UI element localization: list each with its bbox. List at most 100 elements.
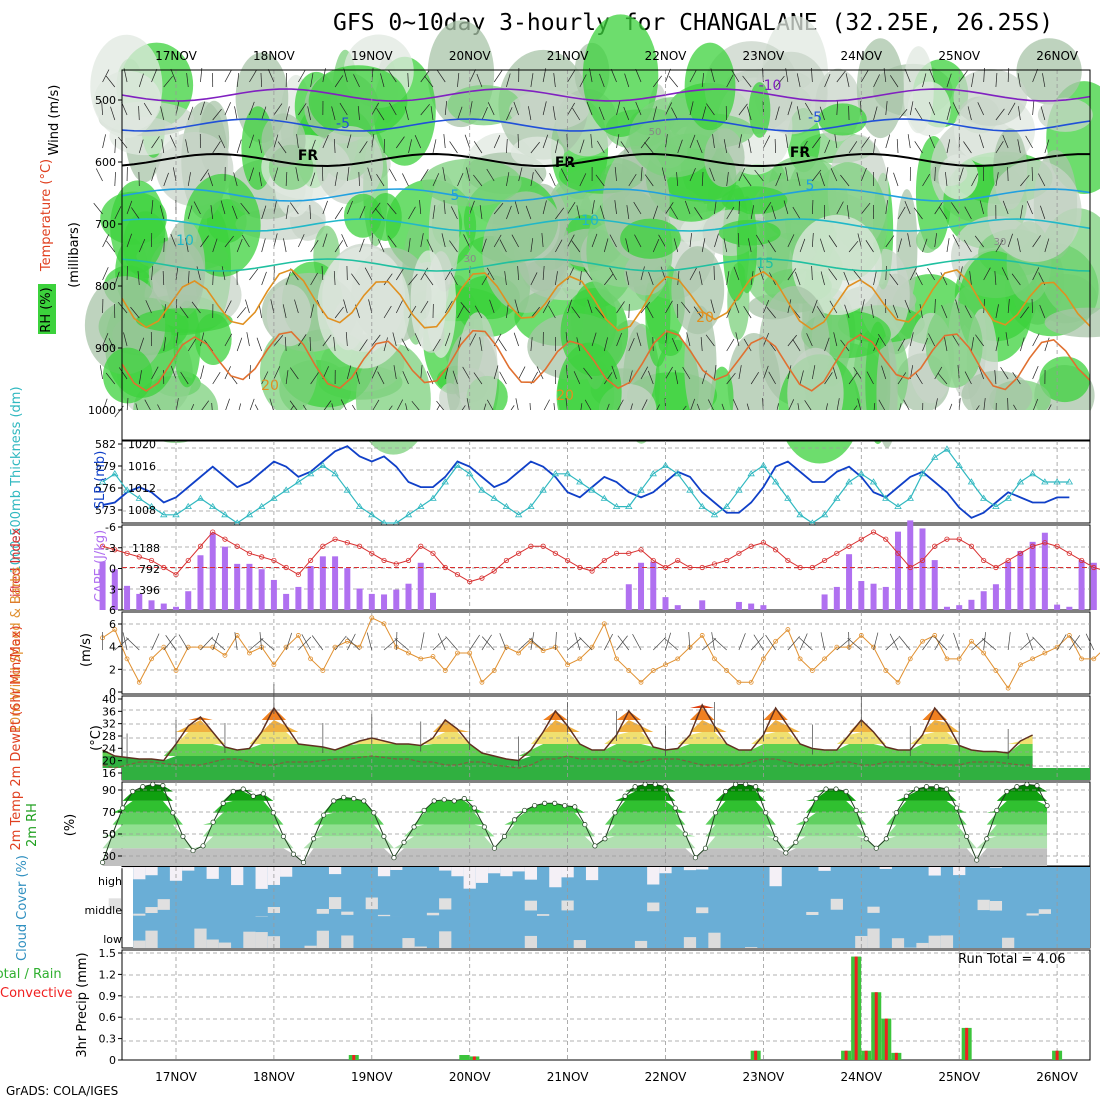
wind-barb <box>893 172 899 187</box>
thickness-point <box>196 494 205 501</box>
rh-point <box>280 833 286 839</box>
rh-point <box>401 839 407 845</box>
wind-barb <box>626 205 630 220</box>
wind-speed-point <box>540 648 546 654</box>
wind-barb-10m <box>873 632 879 651</box>
cape-bar <box>429 592 436 610</box>
wind-barb-10m <box>234 632 238 651</box>
isotherm-line <box>121 258 1091 272</box>
wind-barb-10m <box>383 637 398 651</box>
wind-barb <box>866 371 874 385</box>
rh-tick: 70 <box>102 806 116 819</box>
rh-point <box>290 851 297 857</box>
wind-speed-point <box>455 650 460 656</box>
rh-point <box>833 786 839 792</box>
wind-barb <box>1001 267 1009 281</box>
wind-barb <box>371 366 378 380</box>
rh-shade <box>938 154 979 200</box>
wind-barb <box>640 399 648 413</box>
wind-barb <box>836 201 844 215</box>
wind-barb-10m <box>165 635 177 651</box>
wind-barb <box>771 205 776 220</box>
wind-barb <box>1007 102 1016 116</box>
rh-point <box>702 845 708 851</box>
li-point <box>638 547 644 553</box>
wind-barb <box>616 332 623 347</box>
wind-barb <box>742 75 752 88</box>
thickness-point <box>98 478 107 485</box>
wind-barb <box>387 202 397 215</box>
wind-barb <box>763 202 772 215</box>
wind-barb <box>180 372 189 385</box>
wind-barb <box>420 365 423 380</box>
wind-barb <box>310 139 316 154</box>
wind-barb <box>604 372 613 385</box>
wind-barb <box>726 271 730 286</box>
cape-bar <box>858 581 865 610</box>
wind-barb <box>746 106 752 121</box>
li-left-tick: 0 <box>109 563 116 576</box>
wind-barb <box>493 234 502 248</box>
wind-speed-point <box>809 668 815 673</box>
wind-barb <box>307 106 311 121</box>
wind-barb <box>824 139 831 154</box>
rh-point <box>491 845 497 851</box>
wind-barb <box>408 273 418 286</box>
thickness-ylabel: 1000-500mb Thickness (dm) <box>9 386 24 573</box>
wind-barb <box>138 106 140 121</box>
cape-bar <box>1005 561 1012 610</box>
wind-barb <box>346 167 350 182</box>
thickness-point <box>906 494 914 501</box>
wind-barb <box>175 101 180 116</box>
wind-speed-point <box>797 656 803 662</box>
wind-barb <box>376 108 385 121</box>
thickness-point <box>123 486 131 493</box>
wind-barb <box>1044 337 1050 352</box>
rh-band <box>102 812 1048 825</box>
wind-barb <box>249 69 257 83</box>
wind-barb <box>584 399 593 413</box>
cloud-high-block <box>377 867 391 877</box>
wind-barb <box>799 238 806 253</box>
li-point <box>773 547 779 553</box>
wind-barb <box>273 334 284 347</box>
wind-barb <box>830 168 838 182</box>
wind-speed-point <box>589 644 595 650</box>
thickness-point <box>686 486 694 493</box>
rh-point <box>944 786 950 792</box>
wind-barb <box>567 299 573 314</box>
wind-barb <box>787 268 797 281</box>
li-point <box>295 571 301 578</box>
thickness-point <box>539 486 547 493</box>
wind-barb <box>309 205 311 220</box>
wind-barb <box>351 273 360 286</box>
rh-tick: 90 <box>102 784 116 797</box>
wind-barb <box>321 266 324 281</box>
date-label-bottom: 24NOV <box>840 1070 882 1084</box>
wind-speed-point <box>381 621 387 627</box>
wind-barb <box>824 372 833 385</box>
wind-barb <box>840 339 850 352</box>
wind-barb-10m <box>259 632 263 651</box>
rh-point <box>743 781 749 787</box>
wind-barb <box>392 332 397 347</box>
li-point <box>405 557 412 564</box>
li-point <box>1066 550 1072 556</box>
wind-barb <box>402 371 409 385</box>
cloud-high-block <box>328 867 342 875</box>
wind-barb-10m <box>653 636 667 651</box>
li-point <box>1091 564 1097 571</box>
wind-barb <box>221 266 226 281</box>
wind-barb <box>408 206 416 220</box>
wind-barb <box>944 337 948 352</box>
wind-barb <box>726 338 735 352</box>
rh-shade <box>410 250 447 352</box>
wind-barb <box>927 267 936 281</box>
wind-barb <box>689 398 696 413</box>
wind-barb <box>368 299 373 314</box>
rh-2m-panel: 90 70 50 30 2m RH (%) <box>25 781 1091 867</box>
wind-barb <box>591 200 595 215</box>
wind-barb <box>377 239 385 253</box>
wind-barb <box>763 135 771 149</box>
wind-barb <box>513 332 519 347</box>
